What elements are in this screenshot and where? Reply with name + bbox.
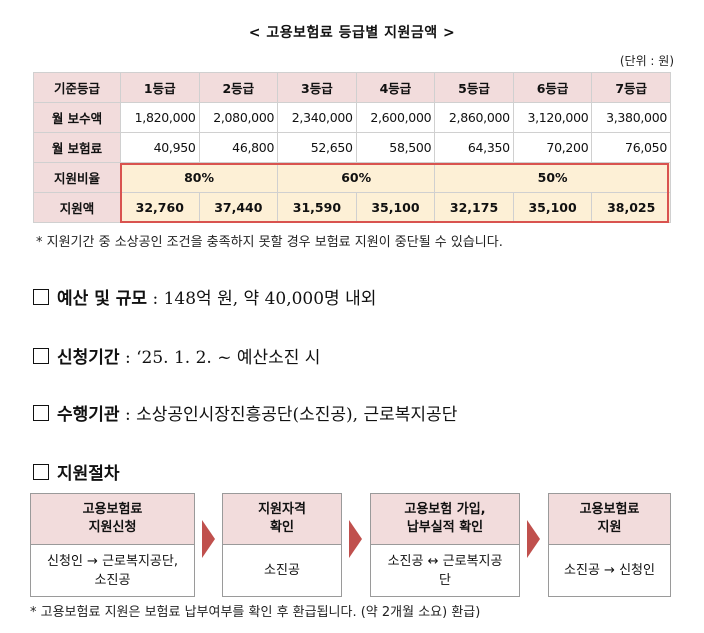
arrow-right-icon (527, 520, 540, 558)
process-step-body: 소진공 → 신청인 (564, 563, 655, 578)
process-step-body: 소진공 ↔ 근로복지공 단 (387, 553, 503, 588)
grade-table: 기준등급 1등급 2등급 3등급 4등급 5등급 6등급 7등급 월 보수액 1… (33, 72, 671, 223)
table-cell: 46,800 (198, 132, 279, 163)
table-cell: 40,950 (120, 132, 200, 163)
process-step-title: 지원자격 확인 (223, 494, 341, 545)
table-cell: 70,200 (512, 132, 593, 163)
process-step-title: 고용보험 가입, 납부실적 확인 (371, 494, 519, 545)
process-step-title: 고용보험료 지원신청 (31, 494, 194, 545)
table-cell: 2,080,000 (198, 102, 279, 133)
amount-cell: 37,440 (198, 192, 279, 223)
process-step-verify: 고용보험 가입, 납부실적 확인 소진공 ↔ 근로복지공 단 (370, 493, 520, 597)
checkbox-square-icon (33, 405, 49, 421)
table-cell: 2,340,000 (277, 102, 357, 133)
header-cell: 2등급 (198, 72, 279, 103)
row-label-amount: 지원액 (33, 192, 121, 223)
table-row-amount: 지원액 32,760 37,440 31,590 35,100 32,175 3… (33, 192, 671, 223)
arrow-right-icon (202, 520, 215, 558)
table-cell: 3,380,000 (591, 102, 671, 133)
table-row-rate: 지원비율 80% 60% 50% (33, 162, 671, 193)
section-procedure: 지원절차 (33, 459, 120, 484)
header-cell: 1등급 (120, 72, 200, 103)
table-cell: 2,600,000 (355, 102, 436, 133)
amount-cell: 31,590 (277, 192, 357, 223)
unit-label: (단위 : 원) (619, 54, 674, 68)
table-row: 월 보험료 40,950 46,800 52,650 58,500 64,350… (33, 132, 671, 163)
table-title: < 고용보험료 등급별 지원금액 > (248, 25, 456, 41)
table-cell: 64,350 (434, 132, 514, 163)
checkbox-square-icon (33, 348, 49, 364)
amount-cell: 38,025 (591, 192, 671, 223)
section-label: 신청기간 (57, 348, 120, 368)
header-cell: 기준등급 (33, 72, 121, 103)
table-cell: 1,820,000 (120, 102, 200, 133)
section-label: 예산 및 규모 (57, 289, 148, 309)
footnote-support-period: * 지원기간 중 소상공인 조건을 충족하지 못할 경우 보험료 지원이 중단될… (36, 235, 503, 250)
table-cell: 2,860,000 (434, 102, 514, 133)
table-cell: 3,120,000 (512, 102, 593, 133)
section-text: : 148억 원, 약 40,000명 내외 (147, 289, 377, 309)
section-text: : ‘25. 1. 2. ~ 예산소진 시 (119, 348, 321, 368)
amount-cell: 35,100 (355, 192, 436, 223)
header-cell: 4등급 (355, 72, 436, 103)
section-agency: 수행기관 : 소상공인시장진흥공단(소진공), 근로복지공단 (33, 400, 457, 425)
process-step-eligibility: 지원자격 확인 소진공 (222, 493, 342, 597)
rate-cell: 60% (277, 162, 436, 193)
process-step-body: 신청인 → 근로복지공단, 소진공 (47, 553, 178, 588)
table-cell: 52,650 (277, 132, 357, 163)
section-label: 수행기관 (57, 405, 120, 425)
row-label-monthly-pay: 월 보수액 (33, 102, 121, 133)
header-cell: 6등급 (512, 72, 593, 103)
footnote-refund: * 고용보험료 지원은 보험료 납부여부를 확인 후 환급됩니다. (약 2개월… (30, 605, 481, 620)
process-step-apply: 고용보험료 지원신청 신청인 → 근로복지공단, 소진공 (30, 493, 195, 597)
checkbox-square-icon (33, 464, 49, 480)
amount-cell: 32,760 (120, 192, 200, 223)
section-text: : 소상공인시장진흥공단(소진공), 근로복지공단 (119, 405, 458, 425)
header-cell: 7등급 (591, 72, 671, 103)
table-cell: 76,050 (591, 132, 671, 163)
process-step-title: 고용보험료 지원 (549, 494, 670, 545)
section-label: 지원절차 (57, 464, 120, 484)
checkbox-square-icon (33, 289, 49, 305)
table-cell: 58,500 (355, 132, 436, 163)
rate-cell: 80% (119, 162, 279, 193)
process-step-body: 소진공 (264, 563, 300, 578)
row-label-monthly-premium: 월 보험료 (33, 132, 121, 163)
arrow-right-icon (349, 520, 362, 558)
process-step-support: 고용보험료 지원 소진공 → 신청인 (548, 493, 671, 597)
section-budget: 예산 및 규모 : 148억 원, 약 40,000명 내외 (33, 284, 376, 309)
header-cell: 3등급 (277, 72, 357, 103)
header-cell: 5등급 (434, 72, 514, 103)
row-label-rate: 지원비율 (33, 162, 121, 193)
section-period: 신청기간 : ‘25. 1. 2. ~ 예산소진 시 (33, 343, 320, 368)
table-header-row: 기준등급 1등급 2등급 3등급 4등급 5등급 6등급 7등급 (33, 72, 671, 103)
amount-cell: 32,175 (434, 192, 514, 223)
rate-cell: 50% (434, 162, 671, 193)
amount-cell: 35,100 (512, 192, 593, 223)
table-row: 월 보수액 1,820,000 2,080,000 2,340,000 2,60… (33, 102, 671, 133)
